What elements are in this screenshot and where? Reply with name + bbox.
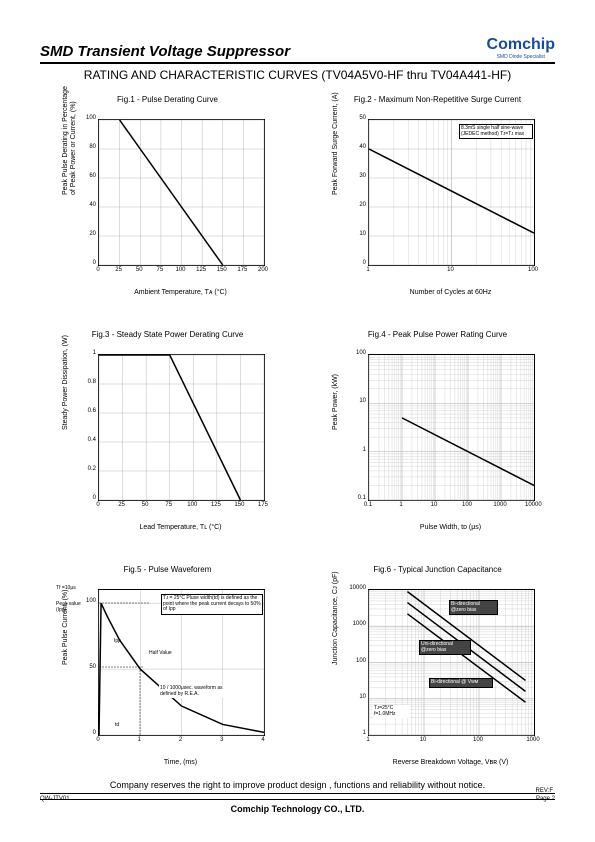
fig1-svg — [99, 120, 264, 265]
fig3-svg — [99, 355, 264, 500]
fig5-plot: Tᴊ = 25°C Pluse width(td) is defined as … — [98, 589, 265, 736]
fig4-svg — [369, 355, 534, 500]
fig6-title: Fig.6 - Typical Junction Capacitance — [330, 565, 545, 583]
fig4-ylabel: Peak Power, (kW) — [332, 374, 339, 430]
fig5-tf-label: Tf =10μs — [56, 585, 76, 591]
charts-grid: Fig.1 - Pulse Derating Curve Peak Pulse … — [60, 95, 550, 780]
fig2-title: Fig.2 - Maximum Non-Repetitive Surge Cur… — [330, 95, 545, 113]
disclaimer-text: Company reserves the right to improve pr… — [40, 780, 555, 794]
fig5-title: Fig.5 - Pulse Waveforem — [60, 565, 275, 583]
fig1-plot — [98, 119, 265, 266]
section-subtitle: RATING AND CHARACTERISTIC CURVES (TV04A5… — [0, 68, 595, 82]
fig6-label3: Bi-directional @ Vᴡᴍ — [429, 678, 493, 688]
fig1-ylabel: Peak Pulse Derating in Percentage — [62, 86, 69, 195]
fig5-half-label: Half Value — [149, 650, 172, 656]
fig3-xlabel: Lead Temperature, Tʟ (°C) — [98, 524, 263, 531]
fig2-xlabel: Number of Cycles at 60Hz — [368, 289, 533, 296]
logo: Comchip SMD Diode Specialist — [487, 36, 555, 60]
fig2-svg — [369, 120, 534, 265]
rev-text: REV:F — [536, 788, 553, 794]
fig6-ylabel: Junction Capacitance, Cᴊ (pF) — [332, 571, 339, 665]
fig6-plot: Tᴊ=25°C f=1.0MHz Bi-directional @zero bi… — [368, 589, 535, 736]
fig5-ipp-label: Ipp — [114, 638, 121, 644]
fig6-label1: Bi-directional @zero bias — [449, 600, 498, 615]
fig4-chart: Fig.4 - Peak Pulse Power Rating Curve Pe… — [330, 330, 545, 545]
footer-company: Comchip Technology CO., LTD. — [40, 799, 555, 814]
logo-subtitle: SMD Diode Specialist — [487, 54, 555, 60]
fig5-xlabel: Time, (ms) — [98, 759, 263, 766]
fig3-chart: Fig.3 - Steady State Power Derating Curv… — [60, 330, 275, 545]
fig1-title: Fig.1 - Pulse Derating Curve — [60, 95, 275, 113]
fig5-note2: 10 / 1000μsec. waveform as defined by R.… — [159, 685, 241, 698]
fig4-xlabel: Pulse Width, tᴅ (μs) — [368, 524, 533, 531]
fig2-plot: 8.3mS single half sine-wave (JEDEC metho… — [368, 119, 535, 266]
fig5-td-label: td — [115, 722, 119, 728]
fig6-cond: Tᴊ=25°C f=1.0MHz — [373, 705, 410, 718]
fig6-chart: Fig.6 - Typical Junction Capacitance Jun… — [330, 565, 545, 780]
fig6-xlabel: Reverse Breakdown Voltage, Vʙʀ (V) — [368, 759, 533, 766]
fig1-xlabel: Ambient Temperature, Tᴀ (°C) — [98, 289, 263, 296]
page-title: SMD Transient Voltage Suppressor — [40, 43, 290, 60]
fig5-chart: Fig.5 - Pulse Waveforem Peak Pulse Curre… — [60, 565, 275, 780]
fig2-note: 8.3mS single half sine-wave (JEDEC metho… — [459, 124, 533, 139]
fig4-title: Fig.4 - Peak Pulse Power Rating Curve — [330, 330, 545, 348]
page-header: SMD Transient Voltage Suppressor Comchip… — [40, 36, 555, 64]
fig2-chart: Fig.2 - Maximum Non-Repetitive Surge Cur… — [330, 95, 545, 310]
fig4-plot — [368, 354, 535, 501]
fig6-label2: Uni-directional @zero bias — [419, 640, 471, 655]
fig3-ylabel: Steady Power Dissipation, (W) — [62, 335, 69, 430]
fig2-ylabel: Peak Forward Surge Current, (A) — [332, 92, 339, 195]
fig1-chart: Fig.1 - Pulse Derating Curve Peak Pulse … — [60, 95, 275, 310]
logo-text: Comchip — [487, 36, 555, 53]
fig3-plot — [98, 354, 265, 501]
fig3-title: Fig.3 - Steady State Power Derating Curv… — [60, 330, 275, 348]
fig5-note1: Tᴊ = 25°C Pluse width(td) is defined as … — [161, 594, 263, 615]
